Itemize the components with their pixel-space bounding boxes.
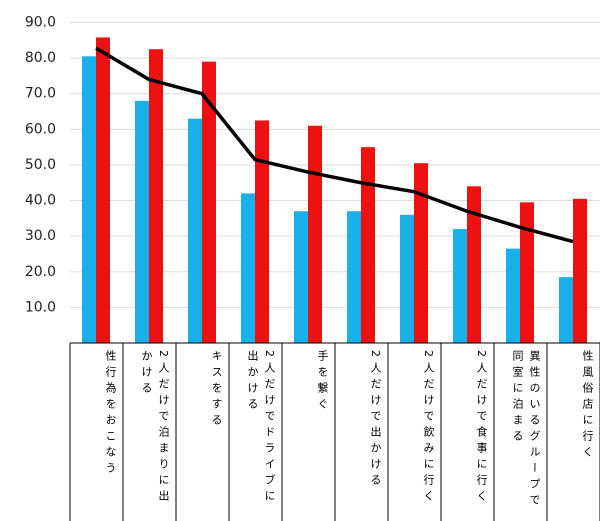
bar [255,120,269,343]
x-tick-label: 性風俗店に行く [581,350,594,462]
x-tick-label: 2人だけで泊まりに出かける [140,350,170,506]
bar [308,125,322,344]
y-tick-label: 90.0 [25,15,56,31]
bar [347,211,361,343]
bar [202,61,216,344]
y-tick-label: 30.0 [25,228,56,244]
x-tick-label: 2人だけで食事に行く [475,350,488,506]
x-tick-label: 異性のいるグループで同室に泊まる [511,350,541,510]
bar [135,100,149,343]
x-tick-label: 2人だけで出かける [369,350,382,490]
x-tick-label: 2人だけで飲みに行く [422,350,435,506]
y-tick-label: 60.0 [25,121,56,137]
bar [573,198,587,343]
x-tick-label: キスをする [210,350,223,430]
y-tick-label: 10.0 [25,299,56,315]
y-tick-label: 50.0 [25,157,56,173]
bar [294,211,308,343]
bar [361,147,375,343]
y-tick-label: 20.0 [25,264,56,280]
x-tick-label: 性行為をおこなう [104,350,117,478]
x-tick-label: 2人だけでドライブに出かける [246,350,276,506]
bar [453,229,467,343]
bar [520,202,534,343]
x-tick-label: 手を繋ぐ [316,350,329,414]
bar [400,214,414,343]
y-tick-label: 70.0 [25,86,56,102]
bar [188,118,202,344]
bar [241,193,255,343]
bar [414,163,428,343]
y-tick-label: 80.0 [25,50,56,66]
bar [506,248,520,343]
bar [82,56,96,343]
y-tick-label: 40.0 [25,193,56,209]
bar [559,277,573,343]
line [95,46,574,244]
bar [96,37,110,343]
bar [467,186,481,343]
bar [149,49,163,343]
